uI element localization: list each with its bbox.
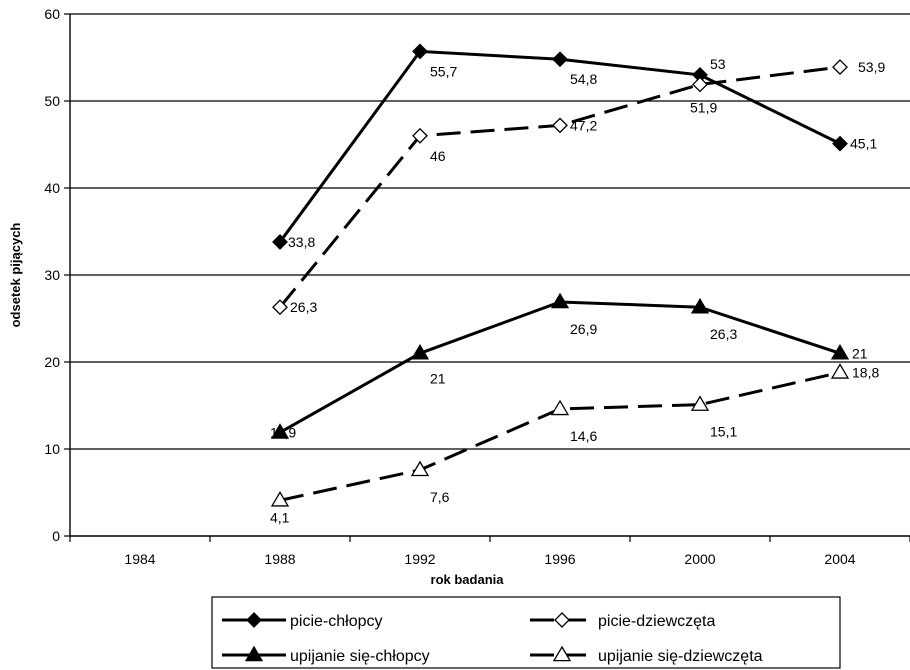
series-3 bbox=[270, 292, 850, 439]
data-point bbox=[412, 127, 428, 144]
x-tick-label: 1984 bbox=[124, 551, 155, 567]
legend-marker bbox=[552, 645, 572, 662]
legend-item: picie-dziewczęta bbox=[530, 612, 715, 630]
legend-label: upijanie się-chłopcy bbox=[290, 648, 430, 665]
data-label: 53 bbox=[710, 56, 726, 72]
data-point bbox=[272, 299, 288, 316]
data-label: 26,3 bbox=[710, 326, 737, 342]
data-point bbox=[552, 51, 568, 68]
legend-box bbox=[211, 596, 841, 669]
data-label: 4,1 bbox=[270, 509, 290, 525]
legend-label: picie-chłopcy bbox=[290, 613, 382, 630]
legend-label: picie-dziewczęta bbox=[598, 613, 715, 630]
data-label: 55,7 bbox=[430, 63, 457, 79]
data-label: 54,8 bbox=[570, 71, 597, 87]
y-tick-label: 20 bbox=[44, 354, 60, 370]
data-point bbox=[692, 76, 708, 93]
data-label: 33,8 bbox=[288, 234, 315, 250]
y-tick-label: 40 bbox=[44, 180, 60, 196]
series-2 bbox=[272, 59, 848, 316]
data-label: 15,1 bbox=[710, 424, 737, 440]
data-point bbox=[550, 292, 570, 309]
data-label: 47,2 bbox=[570, 117, 597, 133]
series-group bbox=[270, 43, 850, 507]
x-tick-label: 1992 bbox=[404, 551, 435, 567]
data-point bbox=[552, 117, 568, 134]
data-label: 18,8 bbox=[852, 364, 879, 380]
gridlines bbox=[64, 13, 910, 537]
y-tick-labels: 0 10 20 30 40 50 60 bbox=[44, 6, 60, 544]
data-point bbox=[410, 344, 430, 360]
data-label: 21 bbox=[852, 345, 868, 361]
data-point bbox=[270, 491, 290, 507]
data-point bbox=[832, 59, 848, 75]
y-axis-label: odsetek pijących bbox=[8, 223, 23, 328]
data-label: 14,6 bbox=[570, 428, 597, 444]
y-tick-label: 0 bbox=[52, 528, 60, 544]
data-point bbox=[690, 297, 710, 314]
series-line bbox=[278, 49, 841, 243]
data-label: 7,6 bbox=[430, 489, 450, 505]
data-label: 51,9 bbox=[690, 99, 717, 115]
series-4 bbox=[270, 363, 850, 507]
axes bbox=[69, 14, 910, 542]
data-label: 26,3 bbox=[290, 299, 317, 315]
y-tick-label: 60 bbox=[44, 6, 60, 22]
data-point bbox=[830, 344, 850, 360]
y-tick-label: 50 bbox=[44, 93, 60, 109]
data-point bbox=[690, 395, 710, 411]
data-point bbox=[272, 234, 288, 250]
legend-label: upijanie się-dziewczęta bbox=[598, 648, 763, 665]
series-line bbox=[279, 370, 841, 502]
x-axis-label: rok badania bbox=[431, 572, 505, 587]
data-label: 11,9 bbox=[270, 424, 296, 440]
legend-marker bbox=[554, 612, 570, 628]
x-tick-label: 2000 bbox=[684, 551, 715, 567]
legend-item: upijanie się-chłopcy bbox=[222, 645, 430, 665]
legend-marker bbox=[246, 612, 262, 628]
data-label: 21 bbox=[430, 370, 446, 386]
x-tick-label: 2004 bbox=[824, 551, 855, 567]
legend-item: upijanie się-dziewczęta bbox=[530, 645, 763, 665]
y-tick-label: 30 bbox=[44, 267, 60, 283]
data-label: 26,9 bbox=[570, 321, 597, 337]
x-tick-labels: 1984 1988 1992 1996 2000 2004 bbox=[124, 551, 855, 567]
data-labels: 33,8 55,7 54,8 53 45,1 26,3 46 47,2 51,9 53,9 11,9… bbox=[270, 56, 885, 525]
legend: picie-chłopcy picie-dziewczęta upijanie si… bbox=[211, 596, 841, 669]
legend-marker bbox=[244, 645, 264, 662]
data-point bbox=[410, 460, 430, 477]
series-1 bbox=[272, 43, 848, 250]
y-tick-label: 10 bbox=[44, 441, 60, 457]
data-label: 45,1 bbox=[850, 136, 877, 152]
data-point bbox=[270, 423, 290, 439]
legend-item: picie-chłopcy bbox=[222, 612, 382, 630]
data-point bbox=[412, 43, 428, 60]
data-point bbox=[830, 363, 850, 379]
data-label: 46 bbox=[430, 148, 446, 164]
x-tick-label: 1996 bbox=[544, 551, 575, 567]
data-label: 53,9 bbox=[858, 59, 885, 75]
x-tick-label: 1988 bbox=[264, 551, 295, 567]
data-point bbox=[832, 135, 848, 152]
data-point bbox=[550, 399, 570, 416]
